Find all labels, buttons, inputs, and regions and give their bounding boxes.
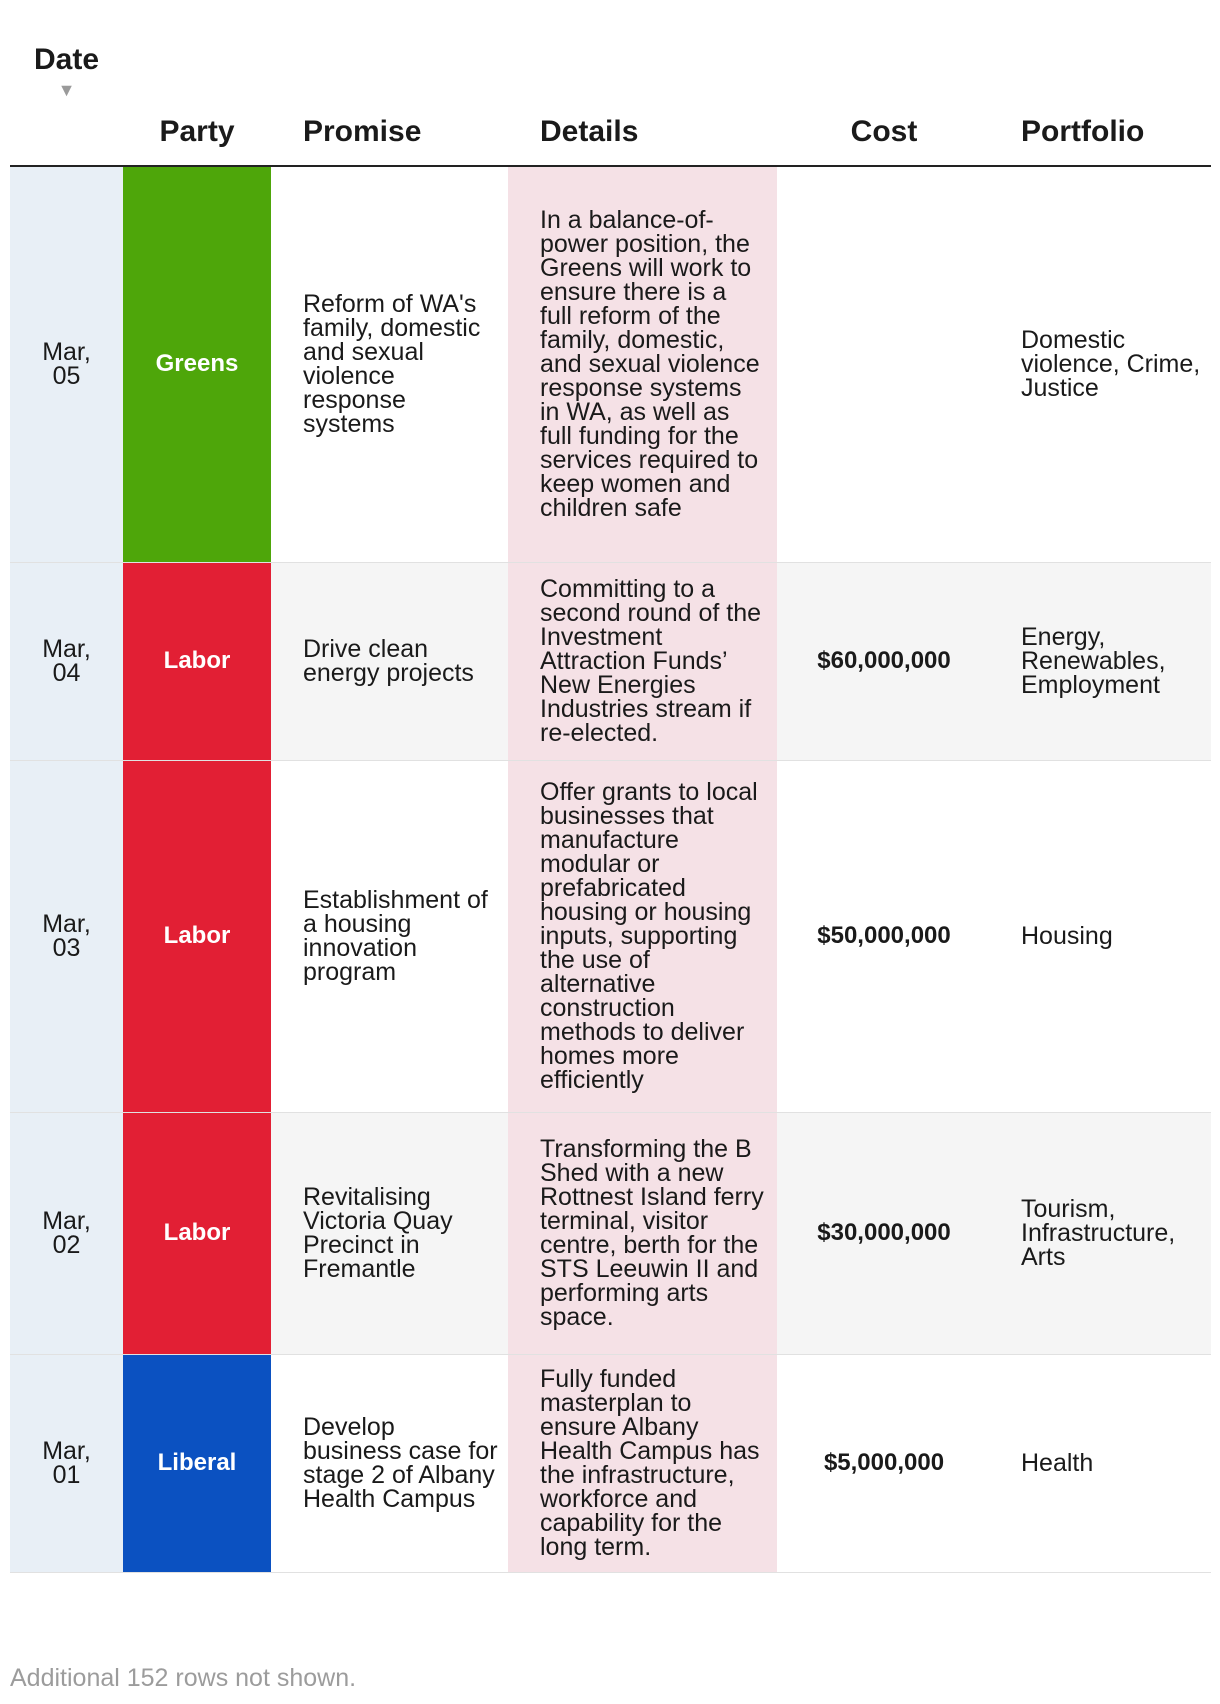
column-header-party[interactable]: Party [123,0,271,167]
portfolio-cell: Health [1021,1449,1094,1477]
details-cell: Fully funded masterplan to ensure Albany… [508,1354,777,1572]
portfolio-cell: Energy, Renewables, Employment [991,562,1211,760]
table-body: Mar, 05 Greens Reform of WA's family, do… [10,166,1211,1572]
table-row: Mar, 05 Greens Reform of WA's family, do… [10,166,1211,562]
party-cell: Liberal [123,1354,271,1572]
column-header-promise[interactable]: Promise [271,0,508,167]
portfolio-cell: Tourism, Infrastructure, Arts [991,1112,1211,1354]
details-cell: Offer grants to local businesses that ma… [508,760,777,1112]
column-header-date-label: Date [33,43,100,76]
date-text: Mar, 01 [42,1437,91,1489]
column-header-date[interactable]: Date ▼ [10,0,123,167]
promise-cell: Reform of WA's family, domestic and sexu… [303,290,481,439]
date-cell: Mar, 02 [10,1112,123,1354]
date-text: Mar, 04 [42,635,91,687]
party-cell: Labor [123,760,271,1112]
cost-cell [777,166,991,562]
party-cell: Greens [123,166,271,562]
party-cell: Labor [123,562,271,760]
promise-cell: Develop business case for stage 2 of Alb… [303,1413,498,1513]
table-row: Mar, 02 Labor Revitalising Victoria Quay… [10,1112,1211,1354]
date-text: Mar, 02 [42,1207,91,1259]
cost-cell: $5,000,000 [823,1449,945,1476]
date-cell: Mar, 01 [10,1354,123,1572]
date-cell: Mar, 04 [10,562,123,760]
promise-cell: Drive clean energy projects [271,562,508,760]
column-header-portfolio[interactable]: Portfolio [991,0,1211,167]
promises-table: Date ▼ Party Promise Details Cost Portfo… [10,0,1211,1573]
table-row: Mar, 01 Liberal Develop business case fo… [10,1354,1211,1572]
date-cell: Mar, 05 [10,166,123,562]
date-text: Mar, 05 [42,338,91,391]
details-cell: In a balance-of-power position, the Gree… [508,166,777,562]
rows-not-shown-note: Additional 152 rows not shown. [10,1664,357,1692]
portfolio-cell: Domestic violence, Crime, Justice [1021,326,1201,403]
column-header-details[interactable]: Details [508,0,777,167]
cost-cell: $50,000,000 [817,922,951,949]
date-text: Mar, 03 [42,910,91,962]
promise-cell: Establishment of a housing innovation pr… [303,886,488,986]
details-cell: Transforming the B Shed with a new Rottn… [508,1112,777,1354]
portfolio-cell: Housing [1021,922,1113,950]
cost-cell: $30,000,000 [777,1112,991,1354]
table-row: Mar, 03 Labor Establishment of a housing… [10,760,1211,1112]
table-row: Mar, 04 Labor Drive clean energy project… [10,562,1211,760]
column-header-cost[interactable]: Cost [777,0,991,167]
date-cell: Mar, 03 [10,760,123,1112]
sort-descending-icon[interactable]: ▼ [57,80,76,100]
party-cell: Labor [123,1112,271,1354]
details-cell: Committing to a second round of the Inve… [508,562,777,760]
table-header: Date ▼ Party Promise Details Cost Portfo… [10,0,1211,167]
promise-cell: Revitalising Victoria Quay Precinct in F… [271,1112,508,1354]
cost-cell: $60,000,000 [777,562,991,760]
